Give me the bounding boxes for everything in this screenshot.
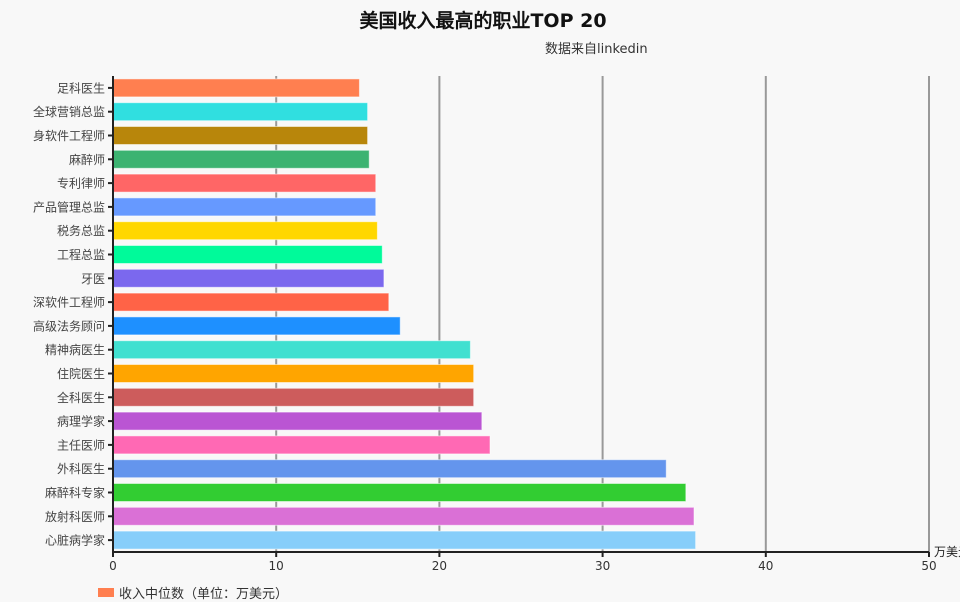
y-tick-label: 高级法务顾问 [33, 318, 105, 333]
y-tick-label: 全球营销总监 [33, 104, 105, 119]
legend-label: 收入中位数（单位：万美元） [119, 587, 289, 602]
x-tick-label: 0 [109, 559, 117, 573]
bar [112, 506, 695, 526]
y-tick-label: 工程总监 [57, 247, 105, 262]
bar [112, 245, 383, 264]
y-tick-label: 牙医 [81, 272, 105, 286]
bar [112, 292, 390, 312]
y-tick-label: 外科医生 [57, 462, 105, 476]
bar [112, 387, 475, 407]
bar [112, 459, 667, 479]
bar [112, 268, 385, 288]
y-tick-label: 病理学家 [57, 414, 105, 429]
y-tick-label: 税务总监 [57, 223, 105, 238]
chart-title: 美国收入最高的职业TOP 20 [359, 10, 607, 32]
bar [112, 340, 471, 360]
chart-subtitle: 数据来自linkedin [545, 42, 648, 57]
legend-swatch [98, 588, 114, 597]
x-tick-label: 50 [921, 559, 936, 573]
y-tick-label: 麻醉科专家 [45, 485, 105, 500]
y-tick-label: 足科医生 [57, 81, 105, 95]
bar [112, 483, 687, 502]
bar [112, 126, 369, 145]
x-tick-label: 40 [758, 559, 773, 573]
y-tick-label: 产品管理总监 [33, 199, 105, 214]
y-tick-label: 全科医生 [57, 390, 105, 405]
bar [112, 173, 377, 193]
bar [112, 411, 483, 431]
y-tick-label: 放射科医师 [45, 509, 105, 524]
x-axis-unit: 万美元 [934, 545, 960, 559]
y-tick-label: 深软件工程师 [33, 295, 105, 310]
bar [112, 78, 360, 98]
y-tick-label: 住院医生 [57, 367, 105, 381]
y-tick-label: 专利律师 [57, 176, 105, 191]
x-tick-label: 20 [432, 559, 447, 573]
y-tick-label: 精神病医生 [45, 342, 105, 357]
y-tick-label: 身软件工程师 [33, 128, 105, 143]
y-tick-label: 麻醉师 [69, 152, 105, 167]
y-tick-label: 心脏病学家 [45, 533, 105, 548]
x-tick-label: 30 [595, 559, 610, 573]
bar [112, 316, 401, 336]
bar [112, 221, 378, 241]
legend[interactable]: 收入中位数（单位：万美元） [98, 583, 288, 602]
bar [112, 435, 491, 455]
x-tick-label: 10 [269, 559, 284, 573]
bar [112, 197, 377, 217]
bar [112, 102, 369, 122]
bar [112, 530, 697, 550]
bar [112, 149, 370, 169]
bar [112, 364, 475, 383]
y-tick-label: 主任医师 [57, 438, 105, 452]
